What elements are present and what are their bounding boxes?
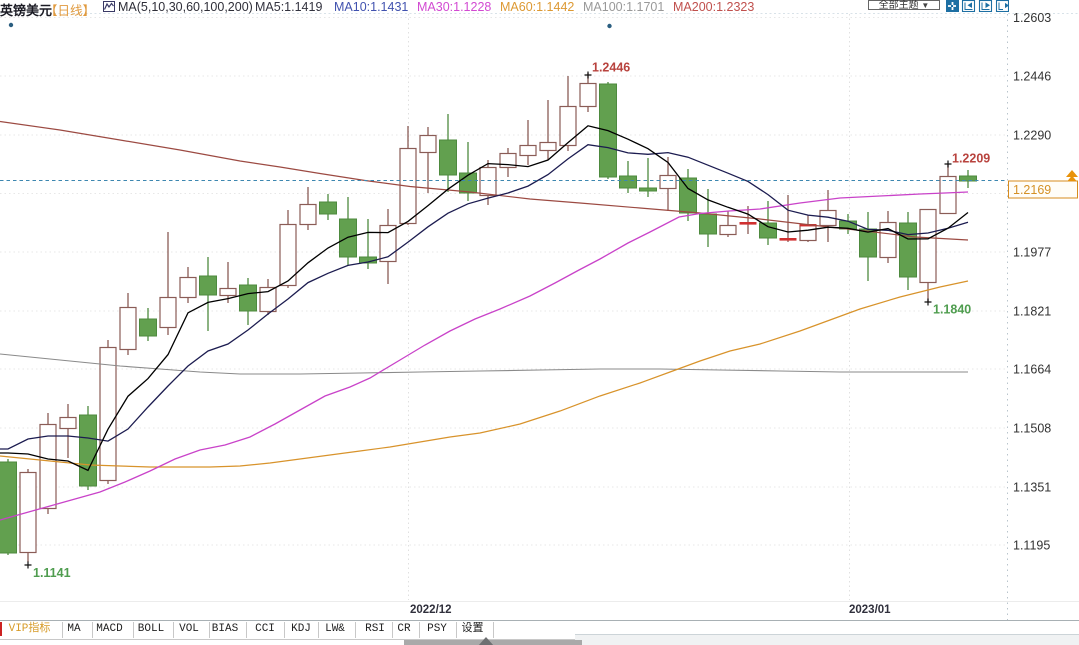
svg-text:1.1195: 1.1195 bbox=[1013, 539, 1050, 553]
svg-text:1.2169: 1.2169 bbox=[1013, 183, 1051, 197]
svg-text:2023/01: 2023/01 bbox=[849, 604, 891, 616]
svg-text:1.1141: 1.1141 bbox=[33, 566, 71, 580]
svg-text:2022/12: 2022/12 bbox=[410, 604, 452, 616]
svg-text:1.1840: 1.1840 bbox=[933, 303, 971, 317]
svg-text:1.2446: 1.2446 bbox=[592, 61, 630, 75]
svg-text:1.1351: 1.1351 bbox=[1013, 481, 1051, 495]
svg-text:1.2603: 1.2603 bbox=[1013, 11, 1051, 25]
svg-text:1.2290: 1.2290 bbox=[1013, 129, 1051, 143]
svg-text:1.2209: 1.2209 bbox=[952, 152, 990, 166]
svg-text:1.2446: 1.2446 bbox=[1013, 70, 1051, 84]
svg-text:1.1508: 1.1508 bbox=[1013, 422, 1051, 436]
svg-text:1.1977: 1.1977 bbox=[1013, 246, 1051, 260]
svg-text:1.1821: 1.1821 bbox=[1013, 305, 1051, 319]
svg-text:1.1664: 1.1664 bbox=[1013, 363, 1051, 377]
